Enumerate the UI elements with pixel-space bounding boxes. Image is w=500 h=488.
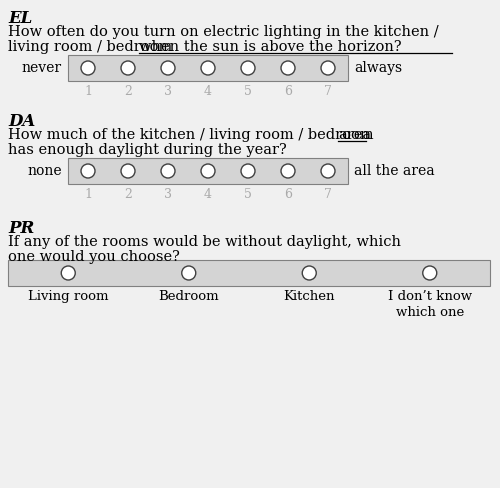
Text: 4: 4 [204,188,212,201]
Text: 2: 2 [124,188,132,201]
Text: How often do you turn on electric lighting in the kitchen /: How often do you turn on electric lighti… [8,25,438,39]
Text: 5: 5 [244,85,252,98]
Text: 7: 7 [324,188,332,201]
Circle shape [281,61,295,75]
Circle shape [281,164,295,178]
Text: EL: EL [8,10,32,27]
Text: area: area [338,128,371,142]
Circle shape [241,164,255,178]
Circle shape [121,164,135,178]
Text: Bedroom: Bedroom [158,290,219,303]
Text: 5: 5 [244,188,252,201]
Text: never: never [22,61,62,75]
Circle shape [81,164,95,178]
Text: living room / bedroom: living room / bedroom [8,40,177,54]
Circle shape [121,61,135,75]
Circle shape [201,164,215,178]
Text: I don’t know
which one: I don’t know which one [388,290,472,319]
Circle shape [81,61,95,75]
Text: 4: 4 [204,85,212,98]
Circle shape [241,61,255,75]
Circle shape [321,61,335,75]
Circle shape [423,266,437,280]
Text: 1: 1 [84,188,92,201]
Text: 2: 2 [124,85,132,98]
Text: PR: PR [8,220,34,237]
Text: 3: 3 [164,188,172,201]
Text: 3: 3 [164,85,172,98]
FancyBboxPatch shape [8,260,490,286]
Circle shape [161,164,175,178]
Text: DA: DA [8,113,35,130]
Circle shape [61,266,75,280]
Text: 6: 6 [284,85,292,98]
Text: 6: 6 [284,188,292,201]
Text: If any of the rooms would be without daylight, which: If any of the rooms would be without day… [8,235,401,249]
Circle shape [201,61,215,75]
Text: when the sun is above the horizon?: when the sun is above the horizon? [139,40,402,54]
Text: How much of the kitchen / living room / bedroom: How much of the kitchen / living room / … [8,128,378,142]
Text: all the area: all the area [354,164,434,178]
Text: always: always [354,61,402,75]
Text: has enough daylight during the year?: has enough daylight during the year? [8,143,287,157]
Text: none: none [28,164,62,178]
FancyBboxPatch shape [68,55,348,81]
FancyBboxPatch shape [68,158,348,184]
Circle shape [302,266,316,280]
Text: Kitchen: Kitchen [284,290,335,303]
Text: one would you choose?: one would you choose? [8,250,180,264]
Circle shape [161,61,175,75]
Circle shape [182,266,196,280]
Circle shape [321,164,335,178]
Text: 1: 1 [84,85,92,98]
Text: 7: 7 [324,85,332,98]
Text: Living room: Living room [28,290,108,303]
